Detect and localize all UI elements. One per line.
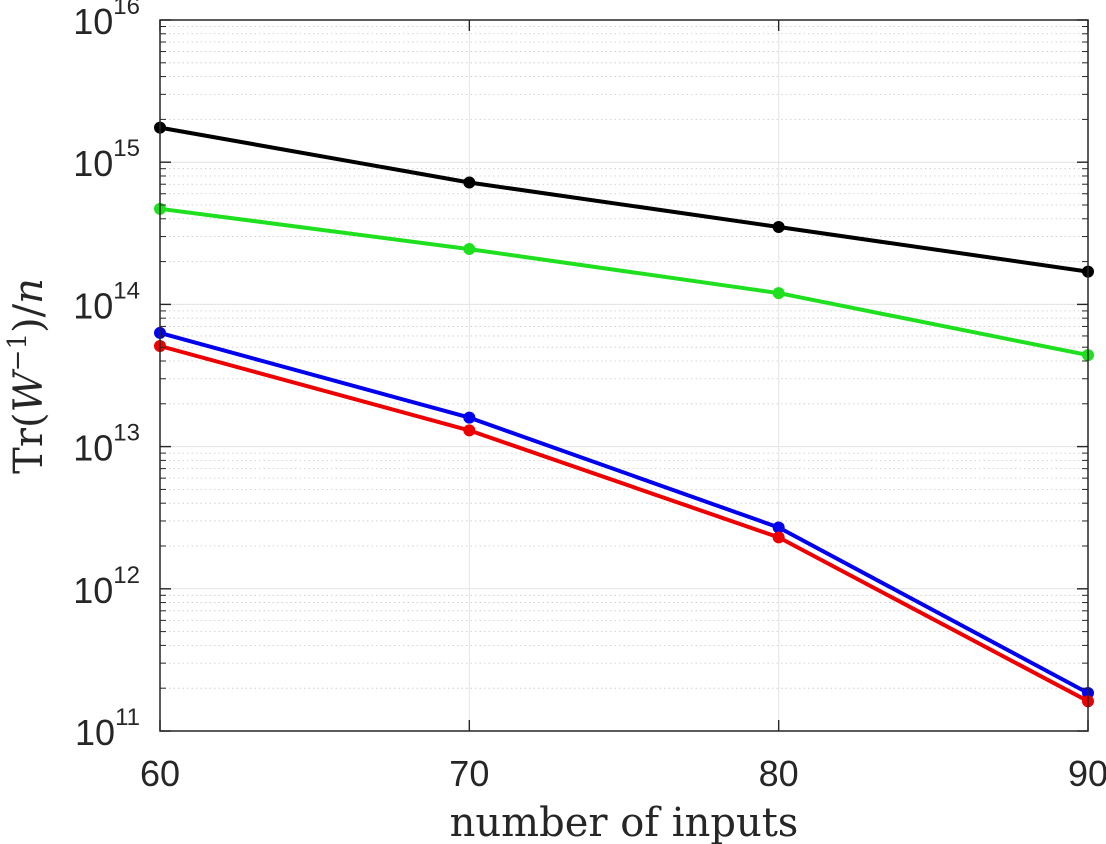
series-2-point	[772, 287, 785, 300]
minor-grid	[160, 26, 1088, 689]
series-line-4	[159, 344, 1089, 703]
y-tick-exp: 16	[113, 0, 140, 20]
x-tick-label: 80	[759, 753, 799, 794]
y-label-mid: )/	[6, 303, 52, 333]
y-label-sup: −1	[3, 333, 33, 371]
series-3-point	[463, 411, 476, 424]
y-axis-label: Tr(W−1)/n	[3, 278, 52, 474]
y-tick-label: 1013	[73, 420, 140, 469]
series-2-point	[463, 243, 476, 256]
y-tick-exp: 14	[113, 277, 140, 304]
y-tick-base: 10	[73, 285, 113, 326]
y-tick-label: 1015	[73, 135, 140, 184]
plot-background	[160, 20, 1088, 731]
x-axis-label: number of inputs	[450, 800, 799, 844]
y-tick-base: 10	[73, 1, 113, 42]
y-tick-exp: 11	[115, 704, 140, 731]
series-line-3	[159, 330, 1089, 695]
series-line-2	[159, 206, 1089, 358]
y-tick-base: 10	[73, 428, 113, 469]
y-label-var: W	[6, 368, 52, 412]
y-tick-base: 10	[75, 712, 115, 753]
axis-ticks	[159, 19, 1089, 732]
series-1-point	[463, 176, 476, 189]
series-layer	[154, 121, 1094, 708]
y-tick-label: 1011	[75, 704, 140, 753]
series-line-1	[159, 125, 1089, 274]
y-tick-exp: 15	[113, 135, 140, 162]
series-1-point	[772, 221, 785, 234]
series-3-point	[772, 521, 785, 534]
series-4-point	[463, 424, 476, 437]
y-tick-exp: 13	[113, 420, 140, 447]
y-tick-base: 10	[73, 143, 113, 184]
x-tick-label: 90	[1068, 753, 1106, 794]
x-tick-label: 70	[449, 753, 489, 794]
x-tick-label: 60	[140, 753, 180, 794]
y-tick-label: 1012	[73, 562, 140, 611]
y-label-prefix: Tr(	[6, 412, 52, 473]
y-tick-exp: 12	[113, 562, 140, 589]
x-tick-labels: 60 70 80 90	[140, 753, 1106, 794]
y-label-den: n	[6, 278, 52, 304]
y-tick-base: 10	[73, 570, 113, 611]
y-tick-label: 1014	[73, 277, 140, 326]
axes-box	[159, 19, 1089, 732]
series-4-point	[772, 531, 785, 544]
y-tick-label: 1016	[73, 0, 140, 42]
